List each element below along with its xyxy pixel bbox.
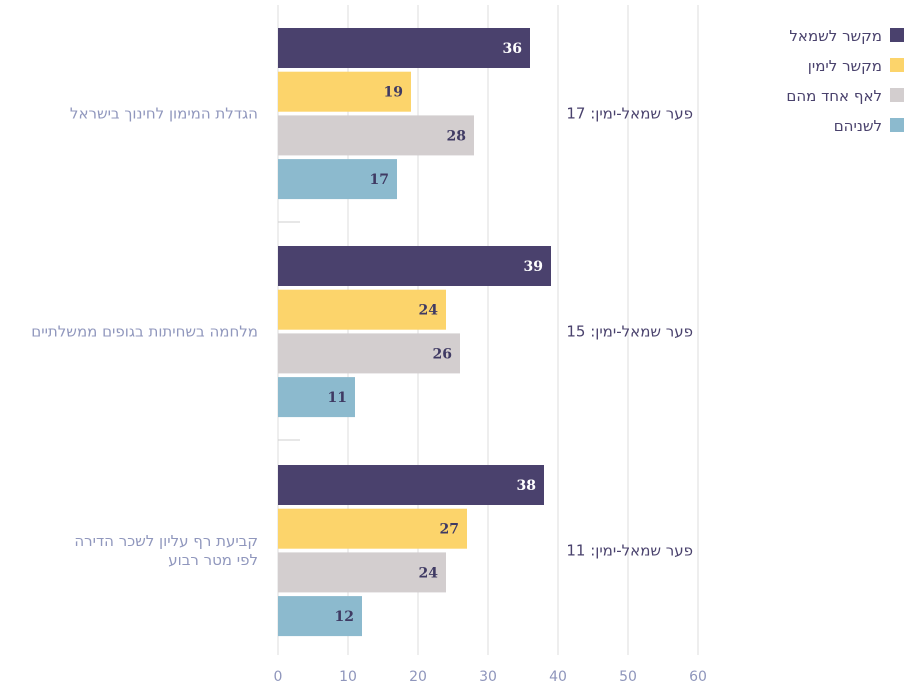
bar <box>278 289 446 330</box>
category-labels: הגדלת המימון לחינוך בישראל מלחמה בשחיתות … <box>31 105 258 569</box>
legend-swatch <box>890 58 904 72</box>
x-tick-label: 40 <box>549 669 567 685</box>
bar-value-label: 39 <box>524 259 543 275</box>
bar <box>278 333 460 374</box>
gap-labels: פער שמאל-ימין: 17 פער שמאל-ימין: 15 פער שמ… <box>566 105 693 560</box>
x-tick-label: 60 <box>689 669 707 685</box>
category-label: קביעת רף עליון לשכר הדירה <box>74 532 258 550</box>
bar <box>278 246 551 286</box>
gap-label: פער שמאל-ימין: 11 <box>566 542 693 560</box>
bar <box>278 159 397 200</box>
bar <box>278 71 411 112</box>
gap-label: פער שמאל-ימין: 15 <box>566 323 693 341</box>
bar <box>278 377 355 418</box>
legend-swatch <box>890 88 904 102</box>
legend-label: מקשר לשמאל <box>789 27 882 45</box>
legend-label: מקשר לימין <box>808 57 882 75</box>
category-label: לפי מטר רבוע <box>168 551 258 569</box>
bar <box>278 28 530 68</box>
x-axis-ticks: 0 10 20 30 40 50 60 <box>274 669 707 685</box>
bar-value-label: 27 <box>440 522 459 538</box>
legend-swatch <box>890 28 904 42</box>
x-tick-label: 0 <box>274 669 283 685</box>
bar <box>278 596 362 637</box>
category-label: מלחמה בשחיתות בגופים ממשלתיים <box>31 323 258 341</box>
legend-label: לאף אחד מהם <box>786 87 882 105</box>
gap-label: פער שמאל-ימין: 17 <box>566 105 693 123</box>
bar-value-label: 17 <box>370 172 389 188</box>
x-tick-label: 50 <box>619 669 637 685</box>
bar-value-label: 24 <box>419 565 439 581</box>
grid-lines <box>277 5 699 655</box>
bar <box>278 508 467 549</box>
x-tick-label: 20 <box>409 669 427 685</box>
bar-value-label: 12 <box>335 609 354 625</box>
legend-swatch <box>890 118 904 132</box>
legend-label: לשניהם <box>834 117 882 135</box>
x-tick-label: 10 <box>339 669 357 685</box>
bar <box>278 552 446 593</box>
bar-value-label: 38 <box>517 478 536 494</box>
bars: 36 19 28 17 39 24 26 11 38 27 24 12 <box>278 28 551 637</box>
category-label: הגדלת המימון לחינוך בישראל <box>70 105 258 123</box>
bar-value-label: 28 <box>447 128 466 144</box>
bar-value-label: 36 <box>503 41 522 57</box>
legend: מקשר לשמאל מקשר לימין לאף אחד מהם לשניהם <box>786 27 904 135</box>
bar-value-label: 24 <box>419 303 439 319</box>
bar-value-label: 11 <box>328 390 347 406</box>
x-tick-label: 30 <box>479 669 497 685</box>
bar-value-label: 26 <box>433 346 452 362</box>
bar <box>278 115 474 156</box>
bar-value-label: 19 <box>384 85 403 101</box>
bar <box>278 465 544 505</box>
